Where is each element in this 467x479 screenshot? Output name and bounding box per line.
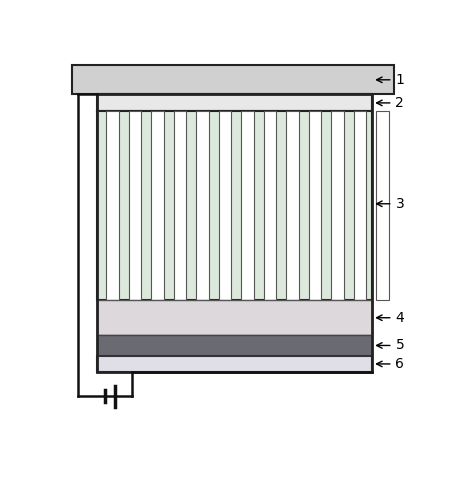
Bar (241, 112, 254, 300)
Bar (264, 112, 276, 300)
Bar (97, 335, 372, 356)
Bar (354, 112, 366, 300)
Bar (309, 112, 321, 300)
Bar (97, 112, 372, 300)
Bar (97, 94, 372, 112)
Bar (286, 112, 298, 300)
Text: 5: 5 (376, 339, 404, 353)
Bar (72, 65, 394, 94)
Bar (106, 112, 119, 300)
Bar (219, 112, 231, 300)
Bar (97, 300, 372, 335)
Bar (97, 356, 372, 372)
Text: 1: 1 (376, 73, 404, 87)
Bar (376, 112, 389, 300)
Text: 6: 6 (376, 357, 404, 371)
Bar (97, 94, 372, 372)
Text: 2: 2 (376, 96, 404, 110)
Bar (129, 112, 142, 300)
Text: 3: 3 (376, 197, 404, 211)
Bar (331, 112, 344, 300)
Bar (174, 112, 186, 300)
Bar (196, 112, 209, 300)
Bar (151, 112, 164, 300)
Text: 4: 4 (376, 311, 404, 325)
